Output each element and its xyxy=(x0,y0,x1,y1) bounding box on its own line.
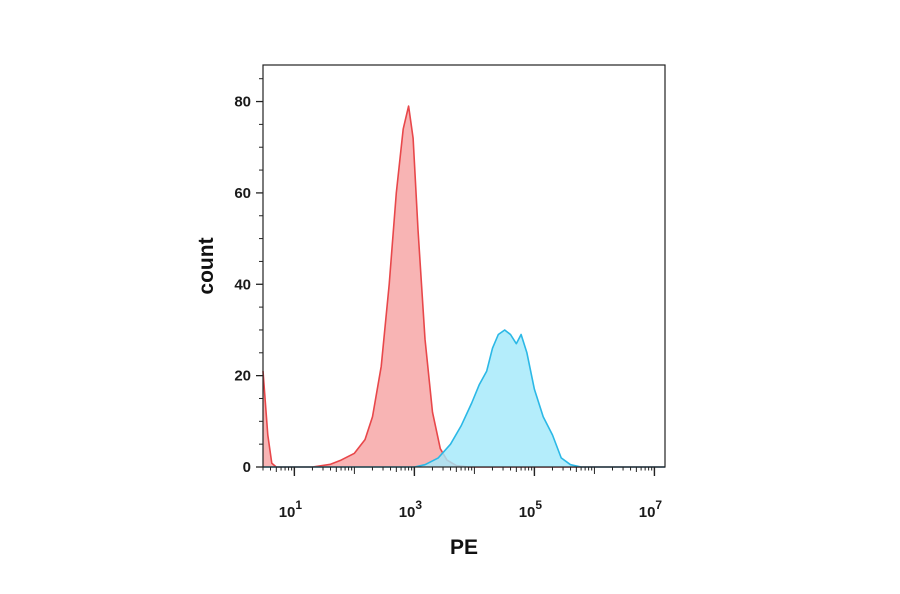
y-tick-label: 0 xyxy=(243,459,251,476)
x-axis-title: PE xyxy=(450,536,478,559)
series-layer xyxy=(262,105,665,468)
y-axis-title: count xyxy=(195,237,218,294)
series-1-area xyxy=(263,106,665,467)
series-2-area xyxy=(263,330,665,467)
x-tick-label: 105 xyxy=(519,498,543,521)
x-tick-label: 107 xyxy=(639,498,663,521)
series-1-line xyxy=(262,105,665,468)
x-tick-label: 103 xyxy=(399,498,423,521)
x-tick-label: 101 xyxy=(279,498,303,521)
series-2-line xyxy=(263,329,665,468)
y-tick-label: 40 xyxy=(234,276,251,293)
y-tick-label: 60 xyxy=(234,185,251,202)
axis-layer: 0 20 40 60 80 101 103 105 107 xyxy=(234,78,663,521)
y-tick-label: 80 xyxy=(234,94,251,111)
plot-frame xyxy=(262,64,666,468)
y-tick-label: 20 xyxy=(234,368,251,385)
